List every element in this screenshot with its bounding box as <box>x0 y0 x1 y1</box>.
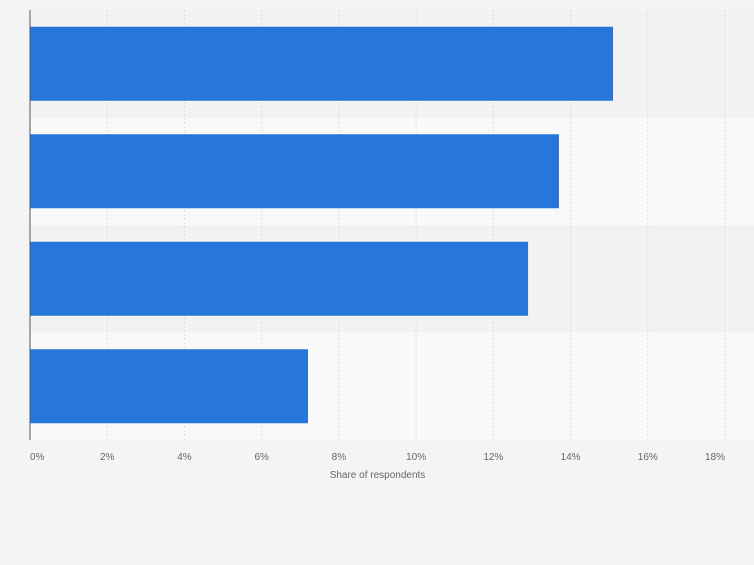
bar <box>30 349 308 424</box>
x-tick-label: 0% <box>30 452 45 463</box>
x-tick-label: 10% <box>406 452 426 463</box>
bars <box>30 26 614 424</box>
x-tick-label: 2% <box>100 452 115 463</box>
x-tick-label: 4% <box>177 452 192 463</box>
x-tick-label: 14% <box>561 452 581 463</box>
x-tick-label: 8% <box>332 452 347 463</box>
x-tick-label: 12% <box>483 452 503 463</box>
x-tick-label: 16% <box>638 452 658 463</box>
bar <box>30 26 614 101</box>
x-axis-title: Share of respondents <box>330 470 426 481</box>
x-tick-label: 6% <box>254 452 269 463</box>
bar <box>30 241 529 316</box>
x-axis-ticks: 0% 2% 4% 6% 8% 10% 12% 14% 16% 18% <box>30 452 725 463</box>
bar <box>30 134 559 209</box>
x-tick-label: 18% <box>705 452 725 463</box>
